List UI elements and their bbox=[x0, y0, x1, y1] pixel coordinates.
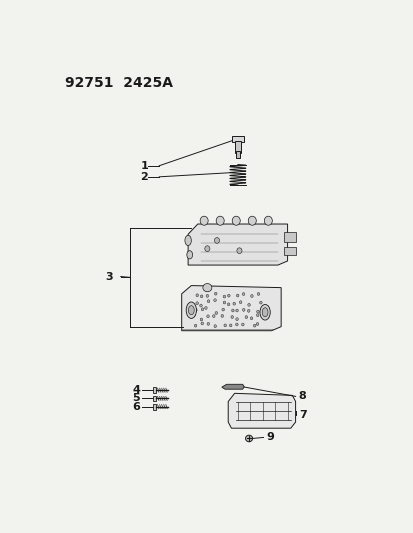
Ellipse shape bbox=[199, 216, 208, 225]
Ellipse shape bbox=[236, 248, 242, 254]
Ellipse shape bbox=[216, 216, 224, 225]
Ellipse shape bbox=[239, 301, 241, 304]
Ellipse shape bbox=[230, 316, 233, 319]
Ellipse shape bbox=[256, 314, 259, 317]
Ellipse shape bbox=[202, 284, 211, 292]
Ellipse shape bbox=[241, 323, 244, 326]
Ellipse shape bbox=[235, 309, 238, 312]
Ellipse shape bbox=[195, 294, 198, 297]
Text: 4: 4 bbox=[132, 385, 140, 395]
Ellipse shape bbox=[232, 216, 240, 225]
Ellipse shape bbox=[214, 325, 216, 328]
Ellipse shape bbox=[192, 313, 195, 317]
Ellipse shape bbox=[247, 309, 249, 312]
Ellipse shape bbox=[250, 295, 253, 297]
Text: 6: 6 bbox=[132, 402, 140, 411]
Text: 8: 8 bbox=[298, 391, 306, 401]
Ellipse shape bbox=[256, 293, 259, 295]
Text: 9: 9 bbox=[266, 432, 274, 442]
Text: 7: 7 bbox=[298, 410, 306, 420]
Ellipse shape bbox=[261, 308, 267, 317]
Ellipse shape bbox=[204, 306, 206, 310]
Ellipse shape bbox=[221, 314, 223, 317]
Bar bbox=[152, 387, 156, 393]
Ellipse shape bbox=[235, 323, 237, 326]
Text: 92751  2425A: 92751 2425A bbox=[64, 76, 172, 90]
Ellipse shape bbox=[256, 322, 258, 326]
Ellipse shape bbox=[256, 310, 259, 313]
Ellipse shape bbox=[214, 311, 217, 314]
Ellipse shape bbox=[259, 304, 270, 320]
Bar bbox=[232, 136, 243, 142]
Bar bbox=[235, 151, 239, 158]
Ellipse shape bbox=[200, 295, 202, 298]
Polygon shape bbox=[188, 224, 287, 265]
Ellipse shape bbox=[235, 318, 238, 320]
Ellipse shape bbox=[223, 295, 225, 298]
Ellipse shape bbox=[227, 303, 229, 306]
Polygon shape bbox=[181, 286, 280, 330]
Ellipse shape bbox=[194, 324, 197, 327]
Ellipse shape bbox=[195, 302, 198, 305]
Ellipse shape bbox=[242, 293, 244, 295]
Ellipse shape bbox=[263, 216, 272, 225]
Ellipse shape bbox=[200, 322, 203, 325]
Polygon shape bbox=[221, 384, 244, 389]
Ellipse shape bbox=[206, 294, 208, 297]
Ellipse shape bbox=[188, 306, 194, 314]
Ellipse shape bbox=[204, 246, 209, 252]
Ellipse shape bbox=[214, 238, 219, 243]
Ellipse shape bbox=[207, 300, 209, 303]
Bar bbox=[152, 404, 156, 409]
Ellipse shape bbox=[242, 309, 244, 311]
Ellipse shape bbox=[199, 318, 202, 321]
Ellipse shape bbox=[185, 235, 191, 246]
Bar bbox=[234, 141, 240, 153]
Ellipse shape bbox=[233, 302, 235, 305]
Text: 1: 1 bbox=[140, 161, 148, 171]
Ellipse shape bbox=[206, 322, 209, 325]
Bar bbox=[284, 247, 295, 255]
Ellipse shape bbox=[221, 308, 224, 311]
Bar bbox=[152, 395, 156, 401]
Ellipse shape bbox=[248, 216, 256, 225]
Ellipse shape bbox=[244, 316, 247, 319]
Ellipse shape bbox=[247, 303, 250, 306]
Ellipse shape bbox=[212, 314, 214, 318]
Ellipse shape bbox=[236, 294, 238, 297]
Ellipse shape bbox=[223, 301, 225, 304]
Text: 2: 2 bbox=[140, 172, 148, 182]
Ellipse shape bbox=[249, 317, 252, 320]
Ellipse shape bbox=[213, 299, 216, 302]
Ellipse shape bbox=[229, 324, 231, 327]
Ellipse shape bbox=[231, 309, 234, 312]
Ellipse shape bbox=[223, 324, 226, 327]
Ellipse shape bbox=[253, 324, 255, 327]
Ellipse shape bbox=[227, 294, 230, 297]
Text: 3: 3 bbox=[105, 271, 112, 281]
Ellipse shape bbox=[194, 309, 197, 311]
Ellipse shape bbox=[206, 315, 209, 318]
Ellipse shape bbox=[245, 435, 252, 442]
Text: 5: 5 bbox=[132, 393, 140, 403]
Ellipse shape bbox=[214, 292, 216, 295]
Bar bbox=[284, 232, 295, 243]
Ellipse shape bbox=[201, 308, 203, 311]
Ellipse shape bbox=[199, 304, 202, 307]
Ellipse shape bbox=[186, 251, 192, 259]
Ellipse shape bbox=[186, 302, 196, 318]
Ellipse shape bbox=[259, 301, 261, 304]
Polygon shape bbox=[228, 393, 295, 428]
